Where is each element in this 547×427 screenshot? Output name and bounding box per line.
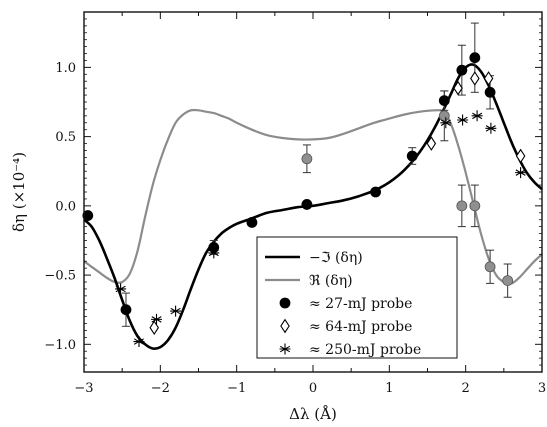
legend-64mj-swatch bbox=[280, 318, 290, 334]
legend-entries: −ℑ (δη) ℜ (δη) ≈ 27-mJ probe ≈ 64-mJ probe ≈… bbox=[265, 250, 421, 358]
legend-imag-label: −ℑ (δη) bbox=[309, 250, 363, 266]
x-tick-label: −1 bbox=[227, 381, 246, 396]
data-point-27mj-real bbox=[456, 200, 468, 212]
legend-250mj-swatch bbox=[279, 343, 291, 355]
data-point-250mj bbox=[440, 117, 452, 129]
data-point-64mj bbox=[453, 80, 463, 96]
data-point-64mj bbox=[470, 71, 480, 86]
imaginary-curve bbox=[83, 63, 543, 350]
data-point-250mj bbox=[471, 110, 483, 122]
legend-27mj-label: ≈ 27-mJ probe bbox=[309, 296, 412, 312]
data-point-250mj bbox=[485, 122, 497, 134]
ticks-layer: −3 −2 −1 0 1 2 3 −1.0 −0.5 0.0 0.5 1.0 bbox=[44, 12, 546, 396]
data-point-27mj bbox=[246, 217, 258, 228]
data-point-27mj bbox=[406, 150, 418, 162]
data-point-64mj bbox=[483, 71, 494, 86]
data-point-250mj bbox=[115, 283, 127, 295]
y-tick-label: 0.5 bbox=[55, 130, 76, 145]
legend-27mj-swatch bbox=[279, 297, 291, 309]
y-tick-label: −1.0 bbox=[44, 338, 76, 353]
data-point-27mj-real bbox=[301, 153, 313, 165]
data-point-250mj bbox=[457, 114, 469, 126]
data-point-27mj bbox=[301, 199, 313, 210]
data-point-27mj-real bbox=[438, 110, 450, 122]
data-point-27mj bbox=[438, 95, 450, 107]
y-axis-label: δη (×10⁻⁴) bbox=[10, 152, 28, 232]
x-tick-label: 3 bbox=[538, 381, 546, 396]
markers-layer bbox=[82, 22, 527, 347]
x-axis-label: Δλ (Å) bbox=[289, 405, 337, 423]
data-point-64mj bbox=[426, 136, 437, 151]
x-tick-label: −3 bbox=[74, 381, 93, 396]
data-point-27mj bbox=[370, 186, 381, 198]
data-point-27mj-real bbox=[484, 261, 496, 273]
curves-layer bbox=[83, 63, 543, 350]
legend-real-label: ℜ (δη) bbox=[309, 273, 353, 289]
data-point-250mj bbox=[133, 336, 145, 347]
y-tick-label: 1.0 bbox=[55, 61, 76, 76]
y-tick-label: −0.5 bbox=[44, 269, 76, 284]
data-point-27mj bbox=[120, 304, 132, 316]
data-point-27mj bbox=[456, 64, 468, 76]
data-point-64mj bbox=[149, 320, 160, 336]
x-tick-label: 1 bbox=[385, 381, 393, 396]
data-point-27mj bbox=[469, 52, 481, 64]
data-point-250mj bbox=[208, 247, 220, 259]
data-point-250mj bbox=[170, 305, 182, 317]
data-point-250mj bbox=[515, 167, 527, 179]
data-point-27mj-real bbox=[502, 275, 514, 287]
legend-250mj-label: ≈ 250-mJ probe bbox=[309, 342, 421, 358]
x-tick-label: 0 bbox=[309, 381, 317, 396]
data-point-64mj bbox=[515, 148, 526, 164]
data-point-27mj-real bbox=[469, 200, 481, 212]
legend-64mj-label: ≈ 64-mJ probe bbox=[309, 319, 412, 335]
real-curve bbox=[83, 108, 543, 285]
y-tick-label: 0.0 bbox=[55, 199, 76, 214]
x-tick-label: −2 bbox=[151, 381, 170, 396]
data-point-27mj bbox=[484, 86, 496, 98]
data-point-250mj bbox=[151, 313, 163, 325]
x-tick-label: 2 bbox=[462, 381, 470, 396]
legend: −ℑ (δη) ℜ (δη) ≈ 27-mJ probe ≈ 64-mJ probe ≈… bbox=[256, 236, 458, 359]
